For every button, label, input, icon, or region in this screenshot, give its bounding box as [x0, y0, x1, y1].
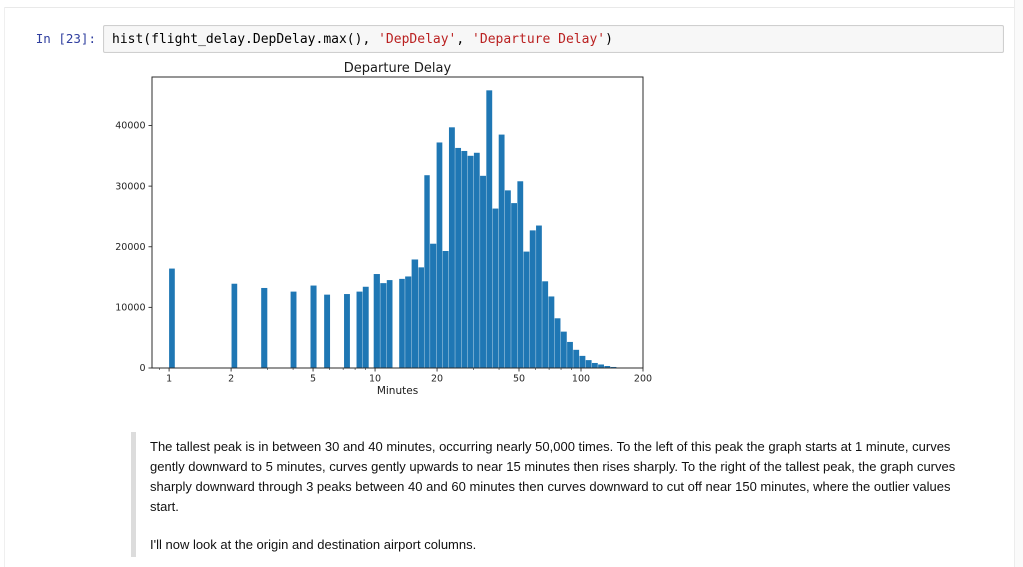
histogram-bar [498, 134, 505, 368]
histogram-bar [436, 142, 443, 368]
histogram-bar [310, 285, 317, 368]
x-tick-label: 1 [166, 374, 172, 385]
histogram-bar [554, 318, 561, 368]
histogram-bar [467, 155, 474, 368]
y-tick-label: 40000 [115, 121, 145, 132]
histogram-bar [356, 291, 363, 368]
x-tick-label: 10 [369, 374, 381, 385]
histogram-bar [585, 360, 592, 368]
histogram-bar [261, 287, 268, 368]
histogram-bar [344, 294, 350, 368]
cell-execution-prompt: In [23]: [35, 31, 96, 46]
x-tick-label: 200 [634, 374, 652, 385]
histogram-bar [418, 267, 424, 368]
top-divider [4, 7, 1023, 8]
histogram-bar [548, 296, 555, 368]
code-line[interactable]: hist(flight_delay.DepDelay.max(), 'DepDe… [112, 32, 613, 47]
chart-title: Departure Delay [344, 61, 452, 76]
axes-frame [151, 76, 644, 369]
histogram-bar [511, 203, 518, 368]
histogram-bar [536, 225, 542, 368]
figure-output: 1 2 5 10 20 50 100 200 0 10000 20000 30000 40000 Depa… [112, 56, 672, 406]
x-tick-label: 100 [572, 374, 590, 385]
histogram-bar [542, 281, 549, 368]
histogram-bar [380, 283, 387, 369]
code-token-string: 'Departure Delay' [472, 32, 606, 47]
histogram-bar [455, 147, 462, 368]
histogram-bar [579, 355, 586, 369]
histogram-bar [399, 278, 405, 368]
histogram-bar [473, 152, 480, 368]
histogram-bar [373, 274, 380, 368]
x-tick-label: 5 [310, 374, 316, 385]
histogram-bar [610, 366, 617, 368]
histogram-bar [442, 250, 449, 368]
code-input-cell[interactable]: hist(flight_delay.DepDelay.max(), 'DepDe… [103, 25, 1004, 53]
histogram-bar [386, 280, 393, 368]
histogram-bar [529, 230, 536, 368]
code-token-plain: , [456, 32, 473, 47]
histogram-bar [362, 286, 369, 368]
code-token-plain: hist(flight_delay.DepDelay.max(), [112, 32, 379, 47]
histogram-bar [405, 276, 412, 368]
y-tick-label: 20000 [115, 242, 145, 253]
left-divider [4, 7, 5, 567]
histogram-bar [560, 331, 567, 369]
histogram-bar [448, 127, 455, 368]
histogram-bar [517, 181, 524, 368]
x-tick-label: 2 [228, 374, 234, 385]
histogram-bar [430, 243, 437, 368]
code-token-string: 'DepDelay' [378, 32, 457, 47]
markdown-paragraph: The tallest peak is in between 30 and 40… [150, 439, 956, 514]
histogram-bar [169, 268, 175, 368]
histogram-bar [231, 283, 238, 368]
markdown-blockquote: The tallest peak is in between 30 and 40… [131, 432, 960, 557]
histogram-bar [591, 362, 598, 368]
histogram-bar [461, 150, 468, 368]
histogram-bar [324, 294, 331, 368]
y-tick-label: 0 [139, 363, 145, 374]
histogram-bar [567, 341, 573, 368]
histogram-bar [411, 259, 419, 368]
code-token-plain: ) [605, 32, 613, 47]
histogram-bar [604, 366, 611, 368]
scrollbar-track[interactable] [1014, 0, 1023, 567]
y-tick-label: 30000 [115, 181, 145, 192]
histogram-bar [486, 90, 493, 368]
histogram-bar [598, 364, 604, 368]
histogram-bar [504, 190, 511, 368]
histogram-bar [573, 349, 580, 368]
histogram-bar [480, 175, 486, 368]
x-tick-label: 50 [513, 374, 525, 385]
departure-delay-histogram: 1 2 5 10 20 50 100 200 0 10000 20000 30000 40000 Depa… [115, 61, 652, 397]
markdown-paragraph: I'll now look at the origin and destinat… [150, 537, 477, 552]
x-axis-label: Minutes [377, 385, 418, 397]
histogram-bar [523, 251, 530, 368]
histogram-bar [492, 208, 499, 368]
x-tick-label: 20 [431, 374, 443, 385]
histogram-bar [424, 175, 430, 368]
histogram-bar [290, 291, 297, 368]
y-tick-label: 10000 [115, 303, 145, 314]
